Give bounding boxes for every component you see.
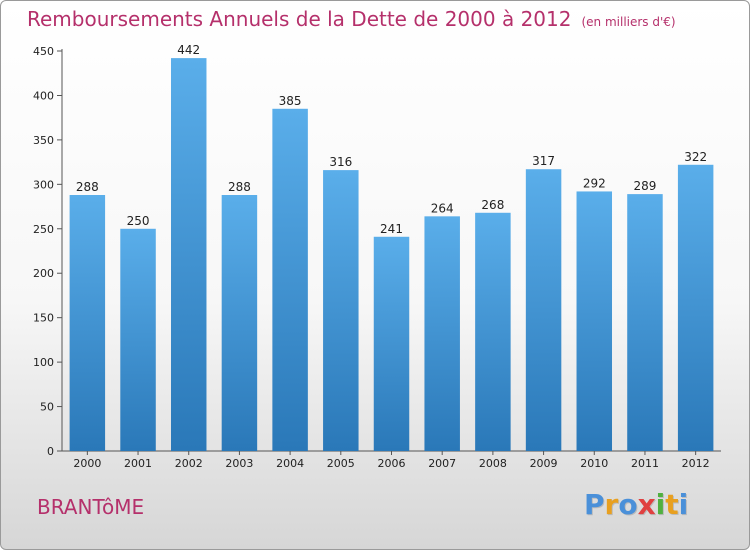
bar-2012 <box>677 164 714 451</box>
y-tick-label: 100 <box>33 356 54 369</box>
x-tick-label: 2006 <box>378 457 406 470</box>
bar-2004 <box>272 108 308 452</box>
y-tick-label: 450 <box>33 45 54 58</box>
y-tick-label: 150 <box>33 312 54 325</box>
value-labels: 288 250 442 288 385 316 241 264 268 317 292 289 322 <box>76 43 707 236</box>
logo-letter: x <box>637 488 656 521</box>
x-tick-label: 2005 <box>327 457 355 470</box>
value-label-2012: 322 <box>684 150 707 164</box>
y-tick-label: 300 <box>33 178 54 191</box>
y-tick-label: 200 <box>33 267 54 280</box>
x-tick-label: 2010 <box>580 457 608 470</box>
logo-letter: t <box>665 488 679 521</box>
bar-2008 <box>475 212 511 451</box>
chart-subtitle: (en milliers d'€) <box>581 15 676 29</box>
value-label-2000: 288 <box>76 180 99 194</box>
y-tick-label: 50 <box>40 401 54 414</box>
chart-title-text: Remboursements Annuels de la Dette de 20… <box>27 7 572 31</box>
x-axis: 2000 2001 2002 2003 2004 2005 2006 2007 2008 2009… <box>62 450 721 470</box>
bar-2001 <box>120 228 156 451</box>
x-tick-label: 2008 <box>479 457 507 470</box>
value-label-2009: 317 <box>532 154 555 168</box>
value-label-2011: 289 <box>634 179 657 193</box>
bar-2005 <box>323 170 359 451</box>
value-label-2008: 268 <box>481 198 504 212</box>
value-label-2006: 241 <box>380 222 403 236</box>
y-tick-label: 400 <box>33 89 54 102</box>
y-tick-label: 350 <box>33 134 54 147</box>
bar-2000 <box>69 195 106 451</box>
value-label-2005: 316 <box>329 155 352 169</box>
x-tick-label: 2012 <box>682 457 710 470</box>
x-tick-label: 2004 <box>276 457 304 470</box>
logo-letter: P <box>584 488 605 521</box>
y-tick-label: 0 <box>47 445 54 458</box>
x-tick-label: 2001 <box>124 457 152 470</box>
logo-letter: i <box>655 488 666 521</box>
value-label-2004: 385 <box>279 94 302 108</box>
bar-2006 <box>373 236 410 451</box>
value-label-2007: 264 <box>431 201 454 215</box>
x-tick-label: 2000 <box>73 457 101 470</box>
value-label-2010: 292 <box>583 176 606 190</box>
value-label-2002: 442 <box>177 43 200 57</box>
bar-2009 <box>525 169 562 451</box>
bar-2007 <box>424 216 460 451</box>
x-tick-label: 2002 <box>175 457 203 470</box>
x-tick-label: 2011 <box>631 457 659 470</box>
value-label-2001: 250 <box>127 214 150 228</box>
logo-letter: o <box>618 488 638 521</box>
bar-2003 <box>221 195 258 451</box>
bar-2011 <box>627 194 663 451</box>
chart-title: Remboursements Annuels de la Dette de 20… <box>27 7 676 31</box>
bars <box>69 58 714 452</box>
logo-letter: r <box>604 488 619 521</box>
logo-letter: i <box>678 488 689 521</box>
x-tick-label: 2009 <box>530 457 558 470</box>
x-tick-label: 2007 <box>428 457 456 470</box>
x-tick-label: 2003 <box>225 457 253 470</box>
y-axis: 0 50 100 150 200 250 300 350 400 450 <box>33 45 63 458</box>
proxiti-logo: Proxiti <box>584 488 688 521</box>
bar-2010 <box>576 191 613 451</box>
bar-2002 <box>170 58 207 451</box>
y-tick-label: 250 <box>33 223 54 236</box>
commune-name: BRANTôME <box>37 495 145 519</box>
value-label-2003: 288 <box>228 180 251 194</box>
